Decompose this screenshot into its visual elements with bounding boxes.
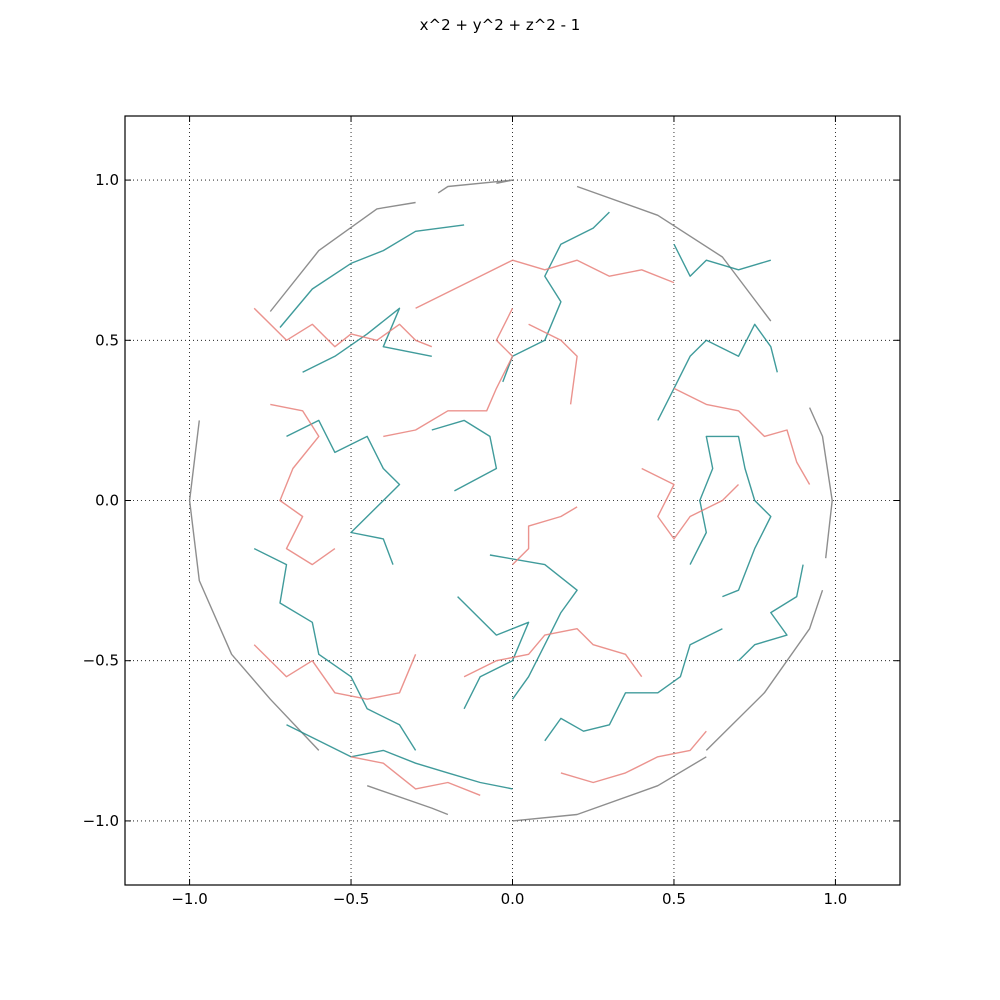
y-tick-label: −1.0 xyxy=(83,812,119,830)
series-line-salmon xyxy=(270,403,336,566)
y-tick-label: −0.5 xyxy=(83,652,119,670)
series-line-teal xyxy=(502,211,610,383)
series-line-salmon xyxy=(512,506,578,566)
series-line-salmon xyxy=(641,467,739,540)
series-line-teal xyxy=(738,564,804,662)
series-line-teal xyxy=(286,419,401,565)
y-tick-label: 1.0 xyxy=(95,171,119,189)
series-line-gray xyxy=(269,201,416,312)
series-line-gray xyxy=(808,407,833,559)
series-layer xyxy=(188,179,833,822)
tick-layer: −1.0 −0.5 0.0 0.5 1.0 −1.0 −0.5 0.0 0.5 1.0 xyxy=(83,116,900,908)
series-line-gray xyxy=(512,756,707,822)
series-line-salmon xyxy=(528,323,578,405)
series-line-teal xyxy=(457,596,530,710)
series-line-teal xyxy=(489,554,578,700)
x-tick-label: −1.0 xyxy=(171,890,207,908)
series-line-teal xyxy=(431,419,498,492)
series-line-salmon xyxy=(463,628,643,678)
x-tick-label: 1.0 xyxy=(823,890,847,908)
x-tick-label: −0.5 xyxy=(333,890,369,908)
series-line-teal xyxy=(279,224,465,328)
series-line-salmon xyxy=(673,387,811,485)
series-line-salmon xyxy=(415,259,675,309)
series-line-salmon xyxy=(383,307,514,438)
x-tick-label: 0.0 xyxy=(501,890,525,908)
series-line-gray xyxy=(366,785,449,816)
series-line-teal xyxy=(673,243,771,277)
series-line-teal xyxy=(286,724,513,790)
series-line-salmon xyxy=(253,644,417,700)
series-line-salmon xyxy=(253,307,433,348)
series-line-salmon xyxy=(560,730,707,784)
series-line-teal xyxy=(302,307,432,373)
series-line-teal xyxy=(689,435,772,598)
grid-layer xyxy=(125,116,900,885)
series-line-teal xyxy=(544,628,723,742)
series-line-teal xyxy=(657,323,778,421)
series-line-teal xyxy=(253,547,417,751)
series-line-salmon xyxy=(350,756,481,796)
x-tick-label: 0.5 xyxy=(662,890,686,908)
series-line-gray xyxy=(705,589,824,751)
series-line-gray xyxy=(188,420,320,751)
y-tick-label: 0.0 xyxy=(95,492,119,510)
series-line-gray xyxy=(437,179,514,194)
chart-title: x^2 + y^2 + z^2 - 1 xyxy=(419,16,581,34)
y-tick-label: 0.5 xyxy=(95,331,119,349)
series-line-gray xyxy=(576,185,772,322)
